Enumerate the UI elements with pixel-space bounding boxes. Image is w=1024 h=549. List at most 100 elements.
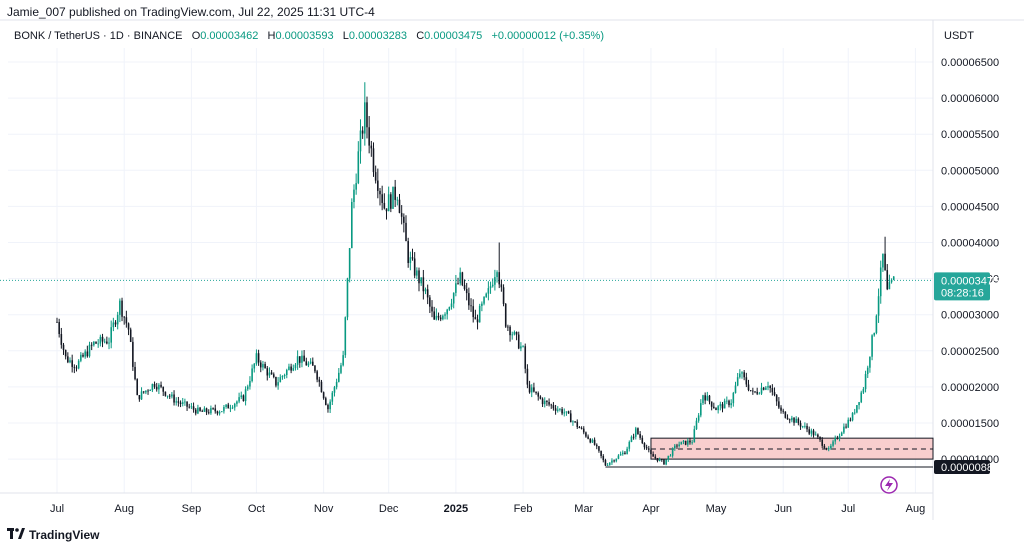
candle-body bbox=[218, 412, 221, 414]
candle-body bbox=[136, 379, 139, 396]
candle-body bbox=[197, 407, 199, 414]
candle-body bbox=[823, 445, 826, 449]
candle-body bbox=[485, 293, 488, 297]
candle-body bbox=[576, 421, 579, 428]
support-price-tag bbox=[934, 460, 990, 475]
candle-body bbox=[151, 384, 154, 391]
candle-body bbox=[333, 387, 336, 393]
candle-body bbox=[483, 296, 485, 304]
candle-body bbox=[641, 437, 644, 444]
candle-body bbox=[765, 387, 767, 390]
candle-body bbox=[812, 430, 815, 436]
candle-body bbox=[743, 372, 745, 378]
candle-body bbox=[314, 365, 316, 372]
candle-body bbox=[793, 417, 795, 423]
candle-body bbox=[95, 341, 97, 344]
candle-body bbox=[871, 335, 873, 357]
high-label: H bbox=[267, 30, 276, 42]
candle-body bbox=[433, 311, 435, 320]
candle-body bbox=[309, 361, 312, 364]
candle-body bbox=[693, 429, 696, 443]
candle-body bbox=[476, 319, 479, 323]
candle-body bbox=[377, 180, 379, 191]
candle-body bbox=[346, 278, 349, 318]
candle-body bbox=[886, 270, 889, 290]
low-label: L bbox=[342, 30, 349, 42]
candle-body bbox=[892, 276, 895, 280]
candle-body bbox=[379, 190, 381, 195]
candle-body bbox=[60, 334, 63, 345]
candle-body bbox=[784, 411, 787, 418]
candle-body bbox=[212, 408, 214, 409]
candle-body bbox=[617, 455, 620, 459]
candle-body bbox=[509, 326, 511, 336]
candle-body bbox=[400, 212, 403, 217]
candle-body bbox=[266, 368, 269, 376]
candle-body bbox=[548, 402, 550, 405]
candle-body bbox=[728, 400, 730, 406]
candle-body bbox=[494, 277, 496, 285]
candle-body bbox=[127, 323, 130, 330]
candle-body bbox=[275, 376, 277, 386]
candle-body bbox=[255, 353, 258, 364]
candle-body bbox=[791, 417, 793, 421]
candle-body bbox=[390, 194, 392, 209]
candle-body bbox=[762, 387, 765, 390]
candle-body bbox=[472, 306, 475, 318]
candle-body bbox=[674, 445, 676, 449]
candle-body bbox=[621, 452, 624, 455]
candle-body bbox=[201, 410, 204, 412]
candle-body bbox=[463, 285, 466, 290]
candle-body bbox=[84, 351, 86, 357]
candle-body bbox=[500, 284, 503, 288]
close-label: C bbox=[416, 30, 425, 42]
candle-body bbox=[487, 288, 490, 294]
candle-body bbox=[327, 404, 329, 410]
candle-body bbox=[231, 407, 234, 409]
candle-body bbox=[754, 391, 756, 393]
symbol-name[interactable]: BONK / TetherUS · 1D · BINANCE bbox=[14, 30, 183, 42]
candle-body bbox=[745, 377, 748, 385]
candle-body bbox=[717, 406, 719, 411]
candle-body bbox=[888, 282, 891, 290]
candle-body bbox=[147, 390, 149, 392]
candle-body bbox=[522, 346, 524, 348]
candle-body bbox=[220, 411, 223, 413]
candle-body bbox=[149, 390, 152, 392]
candle-body bbox=[606, 465, 609, 466]
candle-body bbox=[752, 390, 754, 392]
candle-body bbox=[840, 432, 843, 436]
candle-body bbox=[689, 440, 691, 443]
candle-body bbox=[396, 199, 399, 201]
candle-body bbox=[186, 401, 188, 407]
candle-body bbox=[409, 257, 412, 264]
candle-body bbox=[368, 127, 370, 146]
candle-body bbox=[129, 329, 132, 342]
x-tick-label: Nov bbox=[314, 503, 334, 515]
candle-body bbox=[75, 367, 78, 369]
candle-body bbox=[223, 407, 225, 412]
candle-body bbox=[734, 385, 737, 394]
candle-body bbox=[502, 287, 505, 304]
candle-body bbox=[578, 427, 581, 429]
candle-body bbox=[801, 426, 804, 427]
candle-body bbox=[569, 413, 572, 423]
candle-body bbox=[468, 293, 470, 306]
candle-body bbox=[214, 408, 217, 412]
candle-body bbox=[713, 406, 715, 409]
candle-body bbox=[457, 283, 459, 285]
candle-body bbox=[142, 391, 145, 393]
tradingview-footer[interactable]: TradingView bbox=[7, 527, 99, 542]
low-value: 0.00003283 bbox=[348, 30, 408, 42]
x-tick-label: Oct bbox=[248, 503, 265, 515]
candle-body bbox=[353, 189, 355, 203]
candle-body bbox=[357, 151, 360, 184]
x-tick-label: Aug bbox=[906, 503, 926, 515]
candle-body bbox=[862, 389, 865, 393]
candle-body bbox=[879, 267, 882, 297]
candle-body bbox=[721, 404, 724, 409]
y-tick-label: 0.00006000 bbox=[941, 93, 999, 105]
candle-body bbox=[413, 258, 416, 276]
candle-body bbox=[676, 445, 678, 447]
